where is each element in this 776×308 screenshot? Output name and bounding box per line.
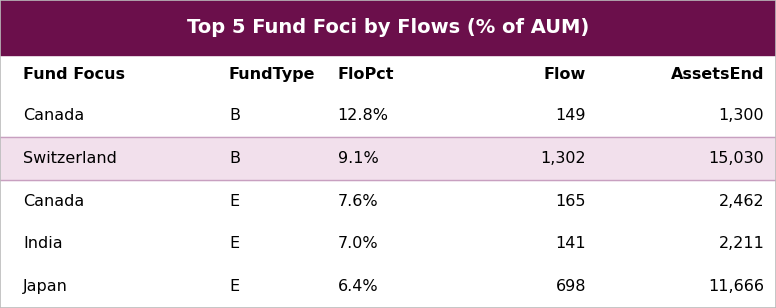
Text: 7.6%: 7.6%	[338, 194, 378, 209]
Bar	[0, 0, 776, 55]
Text: Canada: Canada	[23, 108, 85, 123]
Text: FundType: FundType	[229, 67, 315, 82]
Text: 149: 149	[556, 108, 586, 123]
Text: Flow: Flow	[544, 67, 586, 82]
Text: 1,300: 1,300	[719, 108, 764, 123]
Text: 141: 141	[556, 236, 586, 251]
Text: 7.0%: 7.0%	[338, 236, 378, 251]
Text: Top 5 Fund Foci by Flows (% of AUM): Top 5 Fund Foci by Flows (% of AUM)	[187, 18, 589, 37]
Text: 9.1%: 9.1%	[338, 151, 379, 166]
Text: 2,211: 2,211	[719, 236, 764, 251]
Text: 1,302: 1,302	[540, 151, 586, 166]
Text: Fund Focus: Fund Focus	[23, 67, 125, 82]
Text: India: India	[23, 236, 63, 251]
Text: Japan: Japan	[23, 279, 68, 294]
Text: Canada: Canada	[23, 194, 85, 209]
Bar	[0, 55, 776, 94]
Text: Switzerland: Switzerland	[23, 151, 117, 166]
Text: 2,462: 2,462	[719, 194, 764, 209]
Bar	[0, 137, 776, 180]
Text: E: E	[229, 279, 239, 294]
Text: E: E	[229, 236, 239, 251]
Text: 15,030: 15,030	[708, 151, 764, 166]
Text: 12.8%: 12.8%	[338, 108, 389, 123]
Text: B: B	[229, 151, 240, 166]
Text: 11,666: 11,666	[708, 279, 764, 294]
Text: 165: 165	[556, 194, 586, 209]
Text: AssetsEnd: AssetsEnd	[671, 67, 764, 82]
Text: B: B	[229, 108, 240, 123]
Text: E: E	[229, 194, 239, 209]
Text: FloPct: FloPct	[338, 67, 394, 82]
Text: 698: 698	[556, 279, 586, 294]
Text: 6.4%: 6.4%	[338, 279, 378, 294]
